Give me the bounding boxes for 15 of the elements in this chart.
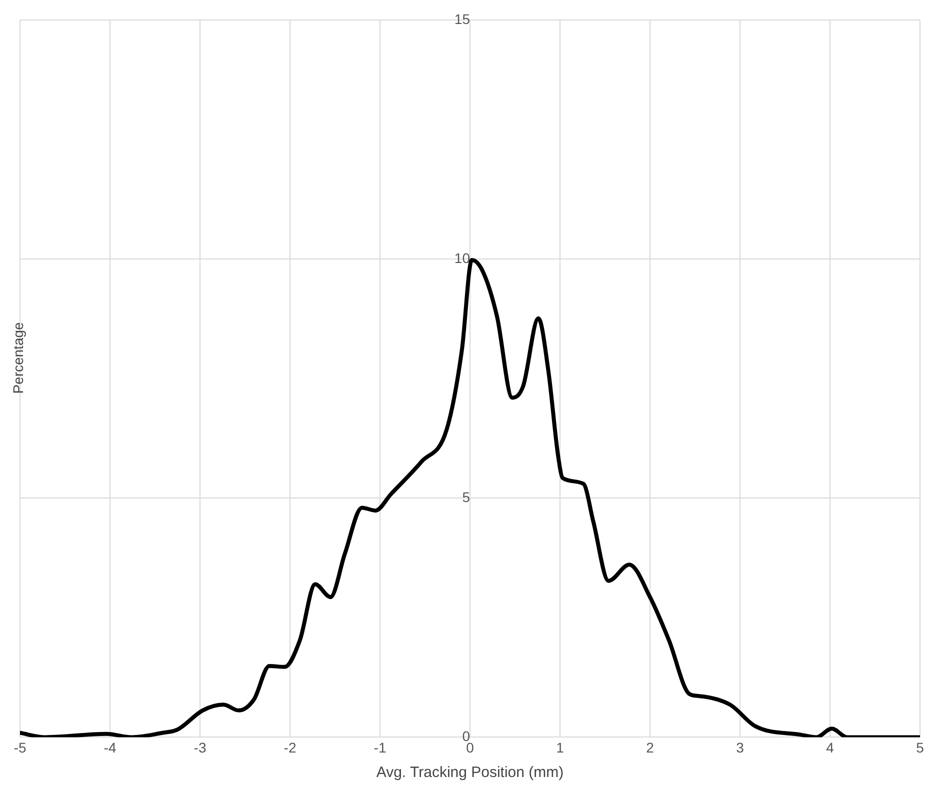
x-tick-label: -5 [14,739,26,756]
y-tick-label: 15 [454,10,470,27]
x-axis-title: Avg. Tracking Position (mm) [376,764,564,782]
x-tick-label: 5 [916,739,924,756]
x-tick-label: -4 [104,739,116,756]
x-tick-label: 3 [736,739,744,756]
x-tick-label: 4 [826,739,834,756]
x-tick-label: 1 [556,739,564,756]
y-tick-label: 5 [462,488,470,505]
x-tick-label: 2 [646,739,654,756]
x-tick-label: -1 [374,739,386,756]
y-tick-label: 10 [454,250,470,266]
x-tick-label: -3 [194,739,206,756]
y-axis-title: Percentage [10,322,26,394]
x-tick-label: -2 [284,739,296,756]
